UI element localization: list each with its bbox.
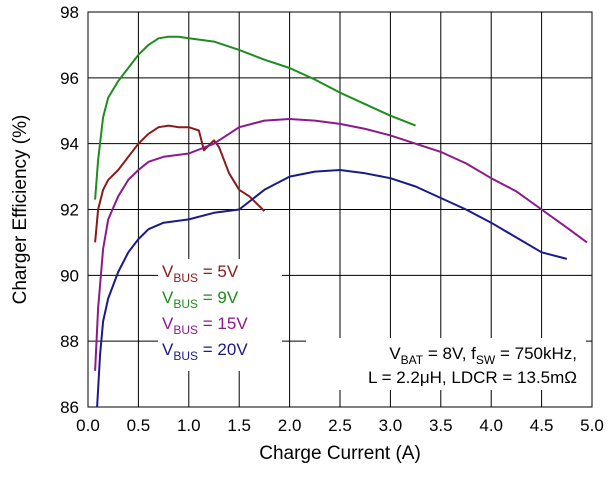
note-subscript: BAT [401,353,424,367]
y-tick-label: 90 [60,266,79,285]
legend-entry-1: VBUS = 9V [162,288,239,311]
series-lines [94,35,588,408]
x-tick-label: 0.0 [76,416,100,435]
x-tick-label: 1.5 [227,416,251,435]
x-tick-label: 5.0 [580,416,604,435]
plot-frame [87,11,593,408]
legend-entry-2: VBUS = 15V [162,314,248,337]
y-tick-label: 94 [60,135,79,154]
x-tick-label: 3.5 [429,416,453,435]
legend-suffix: = 20V [198,340,248,359]
legend-entry-3: VBUS = 20V [162,340,248,363]
y-tick-label: 86 [60,398,79,417]
legend-subscript: BUS [173,323,198,337]
y-tick-label: 96 [60,69,79,88]
x-tick-label: 1.0 [177,416,201,435]
legend-suffix: = 9V [198,288,239,307]
note-segment: = 8V, f [423,344,476,363]
series-line-2 [94,118,588,371]
note-background [306,338,586,390]
legend-prefix: V [162,288,174,307]
note-segment: = 750kHz, [495,344,577,363]
x-tick-label: 2.5 [328,416,352,435]
note-segment: V [389,344,401,363]
legend-prefix: V [162,262,174,281]
y-tick-label: 92 [60,201,79,220]
note-subscript: SW [476,353,496,367]
operating-conditions-note: VBAT = 8V, fSW = 750kHz,L = 2.2μH, LDCR … [306,338,586,390]
legend-suffix: = 5V [198,262,239,281]
legend-prefix: V [162,340,174,359]
x-tick-labels: 0.0 0.5 1.0 1.5 2.0 2.5 3.0 3.5 4.0 4.5 5.0 [76,416,604,435]
note-line-2: L = 2.2μH, LDCR = 13.5mΩ [368,368,577,387]
y-tick-labels: 86 88 90 92 94 96 98 [60,3,79,417]
x-tick-label: 2.0 [278,416,302,435]
x-tick-label: 4.5 [530,416,554,435]
legend-subscript: BUS [173,271,198,285]
x-axis-title: Charge Current (A) [259,443,421,464]
y-tick-label: 88 [60,332,79,351]
y-axis-title: Charger Efficiency (%) [10,115,31,305]
x-tick-label: 3.0 [379,416,403,435]
legend-suffix: = 15V [198,314,248,333]
y-tick-label: 98 [60,3,79,22]
x-tick-label: 4.0 [479,416,503,435]
legend-subscript: BUS [173,297,198,311]
legend-subscript: BUS [173,349,198,363]
series-line-1 [94,35,416,200]
legend-background [158,259,282,371]
legend-prefix: V [162,314,174,333]
legend-entry-0: VBUS = 5V [162,262,239,285]
series-line-0 [94,124,266,243]
series-line-3 [96,169,568,408]
note-line-1: VBAT = 8V, fSW = 750kHz, [389,344,577,367]
x-tick-label: 0.5 [127,416,151,435]
